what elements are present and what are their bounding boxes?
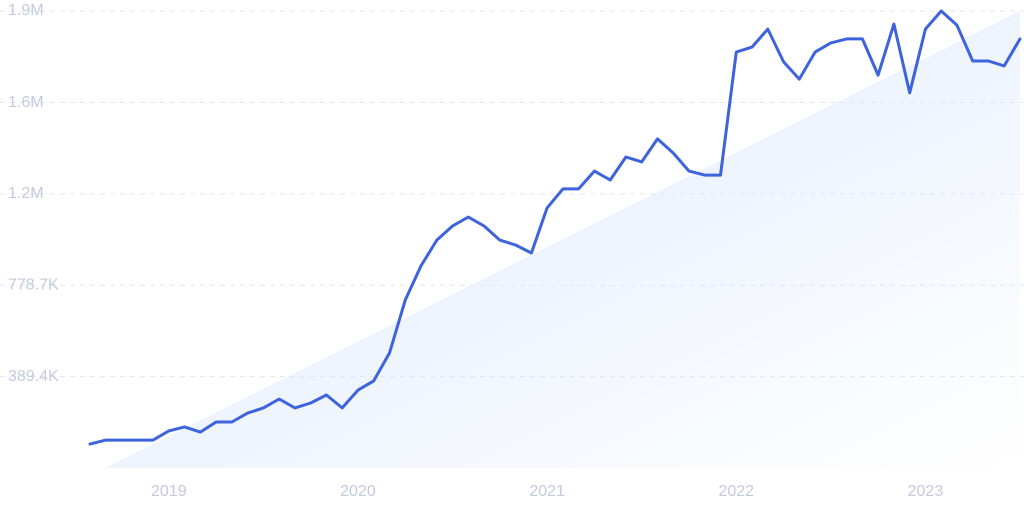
y-tick-label: 1.6M	[8, 94, 44, 111]
x-tick-label: 2022	[718, 483, 754, 500]
x-tick-label: 2021	[529, 483, 565, 500]
x-tick-label: 2020	[340, 483, 376, 500]
x-tick-label: 2019	[151, 483, 187, 500]
y-tick-label: 389.4K	[8, 368, 59, 385]
line	[88, 9, 1022, 446]
y-tick-label: 1.2M	[8, 185, 44, 202]
background-shape	[105, 11, 1020, 468]
y-tick-label: 778.7K	[8, 276, 59, 293]
y-tick-label: 1.9M	[8, 2, 44, 19]
x-tick-label: 2023	[908, 483, 944, 500]
